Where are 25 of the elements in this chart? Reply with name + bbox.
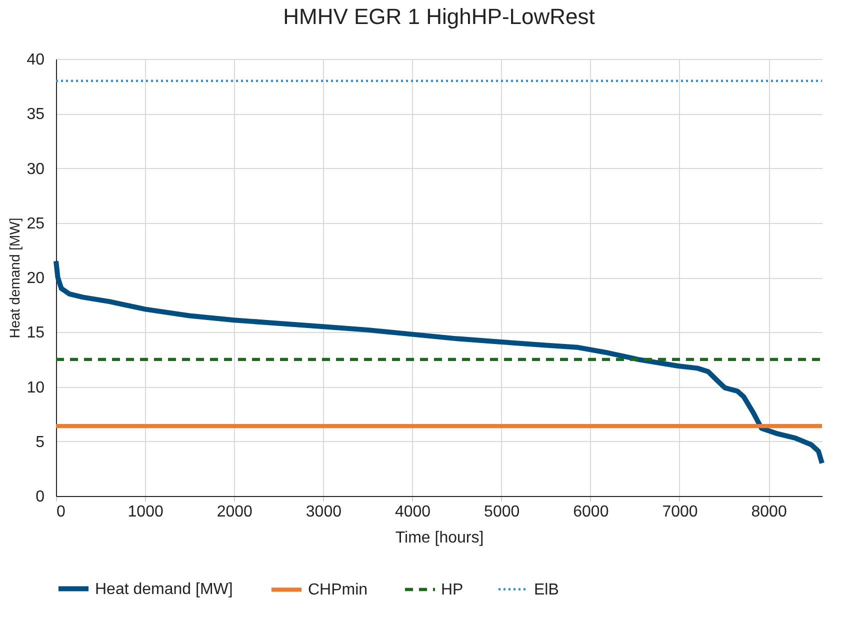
- x-tick-label: 8000: [751, 504, 787, 520]
- legend-label: CHPmin: [308, 582, 368, 599]
- y-axis-title: Heat demand [MW]: [6, 218, 23, 338]
- legend-label: ElB: [534, 581, 559, 598]
- x-tick-label: 6000: [573, 504, 609, 520]
- x-tick-label: 2000: [216, 504, 253, 520]
- x-tick-label: 1000: [128, 504, 164, 520]
- x-tick-label: 0: [56, 504, 66, 520]
- y-tick-label: 5: [36, 434, 45, 451]
- y-tick-label: 40: [26, 52, 45, 68]
- x-tick-label: 3000: [306, 504, 342, 520]
- y-tick-label: 30: [26, 160, 45, 178]
- chart-title: HMHV EGR 1 HighHP-LowRest: [283, 4, 595, 29]
- legend-label: HP: [441, 582, 464, 598]
- x-tick-label: 5000: [484, 504, 520, 520]
- y-tick-label: 35: [26, 106, 45, 124]
- x-axis-title: Time [hours]: [395, 530, 484, 546]
- y-tick-label: 15: [26, 324, 45, 342]
- y-tick-label: 10: [26, 379, 45, 396]
- y-tick-label: 25: [26, 215, 45, 232]
- legend-label: Heat demand [MW]: [95, 580, 233, 598]
- y-tick-label: 20: [26, 270, 45, 287]
- x-tick-label: 7000: [662, 504, 698, 520]
- y-tick-label: 0: [36, 488, 45, 506]
- x-tick-label: 4000: [394, 504, 431, 520]
